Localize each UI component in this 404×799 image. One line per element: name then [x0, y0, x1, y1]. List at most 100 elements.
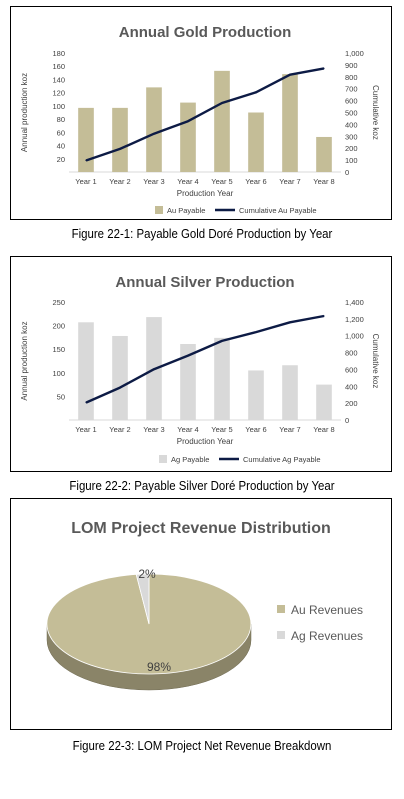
- x-tick-label: Year 4: [177, 177, 198, 186]
- y2-axis-label: Cumulative koz: [371, 334, 380, 389]
- figure-caption-silver: Figure 22-2: Payable Silver Doré Product…: [69, 478, 335, 493]
- chart-title: Annual Gold Production: [119, 24, 292, 41]
- y-tick-label: 140: [52, 75, 65, 84]
- legend-label-line: Cumulative Ag Payable: [243, 455, 321, 464]
- x-axis-label: Production Year: [177, 189, 234, 198]
- line-point: [323, 315, 325, 317]
- silver-chart: Annual Silver Production 50 100 150 200 250 0 2…: [20, 274, 380, 464]
- y-tick-label: 100: [52, 102, 65, 111]
- legend-swatch-bar: [159, 455, 167, 463]
- legend-label-bar: Ag Payable: [171, 455, 209, 464]
- chart-title: Annual Silver Production: [115, 274, 294, 291]
- gold-chart: Annual Gold Production 20 40 60 80 100 120 140 1…: [20, 24, 380, 215]
- figure-caption-pie: Figure 22-3: LOM Project Net Revenue Bre…: [72, 738, 332, 753]
- line-point: [221, 102, 223, 104]
- y2-tick-label: 700: [345, 85, 358, 94]
- bar: [180, 344, 196, 420]
- line-point: [289, 321, 291, 323]
- legend-label-au: Au Revenues: [291, 603, 363, 617]
- y-tick-label: 160: [52, 62, 65, 71]
- revenue-pie-chart: LOM Project Revenue Distribution 2% 98% Au …: [46, 520, 363, 691]
- y2-tick-label: 800: [345, 73, 358, 82]
- line-point: [187, 120, 189, 122]
- legend-swatch-au: [277, 605, 285, 613]
- line-point: [323, 67, 325, 69]
- y2-tick-label: 100: [345, 156, 358, 165]
- x-tick-label: Year 7: [279, 177, 300, 186]
- y2-tick-label: 1,200: [345, 315, 364, 324]
- bar: [282, 74, 298, 172]
- y-tick-label: 60: [57, 128, 65, 137]
- y2-axis-label: Cumulative koz: [371, 85, 380, 140]
- line-point: [85, 401, 87, 404]
- y-tick-label: 80: [57, 115, 65, 124]
- y2-tick-label: 400: [345, 382, 358, 391]
- y-tick-label: 250: [52, 298, 65, 307]
- line-point: [221, 340, 223, 342]
- y2-tick-label: 300: [345, 132, 358, 141]
- y2-tick-label: 1,000: [345, 332, 364, 341]
- x-tick-label: Year 8: [313, 177, 334, 186]
- y-tick-label: 180: [52, 49, 65, 58]
- y2-tick-label: 500: [345, 109, 358, 118]
- line-point: [255, 91, 257, 93]
- x-tick-label: Year 5: [211, 425, 232, 434]
- line-point: [119, 386, 121, 389]
- y2-tick-label: 800: [345, 349, 358, 358]
- legend-swatch-bar: [155, 206, 163, 214]
- x-axis-label: Production Year: [177, 437, 234, 446]
- bar: [78, 322, 94, 420]
- bar: [248, 370, 264, 420]
- x-tick-label: Year 4: [177, 425, 198, 434]
- y-tick-label: 20: [57, 155, 65, 164]
- legend-label-line: Cumulative Au Payable: [239, 206, 317, 215]
- line-point: [119, 148, 121, 150]
- y-tick-label: 120: [52, 89, 65, 98]
- line-point: [153, 133, 155, 135]
- line-point: [85, 159, 87, 162]
- pie-label-au: 98%: [147, 660, 171, 674]
- legend-swatch-ag: [277, 631, 285, 639]
- legend-label-bar: Au Payable: [167, 206, 205, 215]
- chart-title: LOM Project Revenue Distribution: [71, 520, 331, 537]
- y-tick-label: 50: [57, 392, 65, 401]
- x-tick-label: Year 3: [143, 425, 164, 434]
- figure-caption-gold: Figure 22-1: Payable Gold Doré Productio…: [71, 226, 333, 241]
- cumulative-line: [85, 67, 325, 162]
- x-tick-label: Year 8: [313, 425, 334, 434]
- bar: [282, 365, 298, 420]
- line-point: [289, 74, 291, 76]
- y-tick-label: 40: [57, 142, 65, 151]
- bar: [214, 337, 230, 420]
- gold-chart-panel: Annual Gold Production 20 40 60 80 100 120 140 1…: [10, 6, 392, 220]
- bar: [146, 87, 162, 172]
- y2-tick-label: 400: [345, 120, 358, 129]
- bar: [112, 335, 128, 420]
- x-tick-label: Year 5: [211, 177, 232, 186]
- pie-slice-ag: [135, 573, 150, 625]
- y2-tick-label: 1,400: [345, 298, 364, 307]
- pie-chart-panel: LOM Project Revenue Distribution 2% 98% Au …: [10, 498, 392, 730]
- y-tick-label: 200: [52, 322, 65, 331]
- y-axis-label: Annual production koz: [20, 321, 29, 400]
- x-tick-label: Year 6: [245, 177, 266, 186]
- x-tick-label: Year 1: [75, 425, 96, 434]
- bar: [78, 107, 94, 172]
- x-tick-label: Year 3: [143, 177, 164, 186]
- y2-tick-label: 1,000: [345, 49, 364, 58]
- y-tick-label: 100: [52, 369, 65, 378]
- y2-tick-label: 600: [345, 365, 358, 374]
- silver-chart-panel: Annual Silver Production 50 100 150 200 250 0 2…: [10, 256, 392, 472]
- y2-tick-label: 0: [345, 168, 349, 177]
- y2-tick-label: 600: [345, 97, 358, 106]
- legend-label-ag: Ag Revenues: [291, 629, 363, 643]
- bar: [316, 136, 332, 172]
- bar: [112, 107, 128, 172]
- x-tick-label: Year 2: [109, 425, 130, 434]
- bar: [248, 112, 264, 172]
- y2-tick-label: 0: [345, 416, 349, 425]
- x-tick-label: Year 7: [279, 425, 300, 434]
- cumulative-line: [85, 314, 325, 404]
- line-point: [153, 368, 155, 370]
- y-tick-label: 150: [52, 345, 65, 354]
